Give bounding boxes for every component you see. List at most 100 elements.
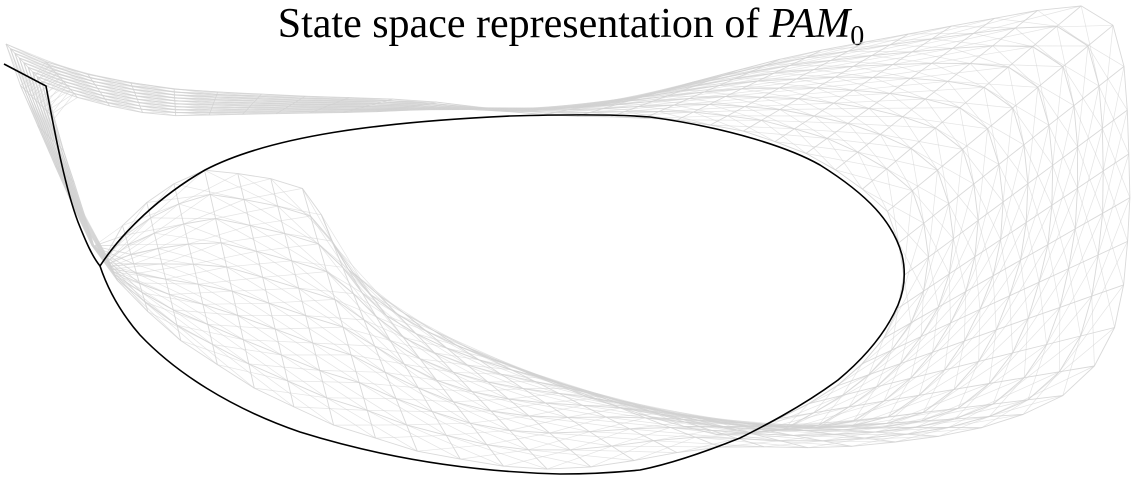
mesh-ring-line [262, 276, 299, 289]
mesh-diagonal-line [928, 257, 939, 308]
mesh-ring-line [268, 302, 306, 317]
mesh-diagonal-line [139, 105, 211, 113]
mesh-diagonal-line [91, 245, 149, 312]
mesh-diagonal-line [63, 172, 94, 246]
mesh-diagonal-line [668, 65, 765, 90]
mesh-cross-line [342, 267, 354, 294]
figure-title-math-base: PAM [769, 1, 851, 47]
mesh-diagonal-line [806, 55, 872, 59]
mesh-diagonal-line [606, 413, 659, 418]
mesh-diagonal-line [642, 91, 705, 98]
mesh-diagonal-line [882, 412, 924, 428]
mesh-ring-line [872, 76, 911, 79]
mesh-diagonal-line [638, 106, 694, 113]
mesh-ring-line [226, 266, 263, 278]
mesh-cross-line [868, 363, 901, 376]
mesh-diagonal-line [842, 363, 863, 396]
mesh-diagonal-line [256, 251, 335, 300]
mesh-diagonal-line [977, 128, 988, 221]
mesh-ring-line [822, 41, 866, 51]
mesh-diagonal-line [752, 430, 804, 435]
mesh-cross-line [99, 91, 103, 96]
mesh-diagonal-line [5, 43, 41, 129]
mesh-diagonal-line [590, 440, 654, 468]
mesh-cross-line [910, 127, 936, 149]
mesh-ring-line [193, 263, 227, 268]
mesh-ring-line [1037, 5, 1082, 11]
mesh-ring-line [1058, 335, 1081, 373]
mesh-diagonal-line [666, 80, 758, 97]
mesh-ring-line [978, 329, 997, 362]
mesh-diagonal-line [178, 203, 251, 226]
mesh-diagonal-line [910, 336, 922, 379]
mesh-cross-line [138, 282, 143, 293]
mesh-diagonal-line [973, 5, 1082, 34]
mesh-ring-line [983, 86, 1013, 109]
mesh-diagonal-line [708, 57, 807, 82]
mesh-diagonal-line [774, 141, 858, 153]
mesh-cross-line [1102, 197, 1131, 214]
mesh-diagonal-line [957, 361, 979, 409]
mesh-ring-line [576, 115, 611, 118]
mesh-diagonal-line [57, 144, 84, 214]
mesh-diagonal-line [298, 287, 375, 347]
mesh-diagonal-line [1037, 87, 1078, 148]
mesh-ring-line [582, 404, 621, 409]
mesh-diagonal-line [567, 407, 621, 418]
mesh-ring-line [847, 122, 881, 135]
state-trajectory-loop [99, 114, 906, 475]
mesh-ring-line [1023, 344, 1047, 378]
mesh-diagonal-line [1062, 335, 1081, 396]
mesh-cross-line [773, 64, 791, 74]
mesh-diagonal-line [906, 418, 956, 435]
mesh-cross-line [742, 119, 762, 132]
mesh-ring-line [207, 323, 244, 341]
mesh-diagonal-line [889, 93, 936, 129]
mesh-cross-line [826, 123, 849, 139]
mesh-diagonal-line [693, 109, 780, 113]
mesh-diagonal-line [579, 95, 667, 109]
mesh-diagonal-line [603, 98, 690, 109]
mesh-diagonal-line [14, 53, 47, 135]
mesh-cross-line [277, 205, 286, 234]
mesh-diagonal-line [851, 433, 907, 447]
mesh-diagonal-line [915, 407, 959, 428]
mesh-diagonal-line [14, 53, 41, 129]
mesh-diagonal-line [38, 103, 69, 177]
mesh-diagonal-line [363, 319, 404, 338]
mesh-ring-line [987, 128, 1000, 165]
mesh-diagonal-line [436, 379, 530, 417]
mesh-cross-line [725, 88, 742, 97]
mesh-ring-line [549, 431, 590, 434]
mesh-diagonal-line [144, 301, 208, 325]
mesh-cross-line [406, 424, 418, 452]
mesh-diagonal-line [818, 406, 849, 429]
mesh-diagonal-line [41, 81, 64, 151]
mesh-diagonal-line [883, 340, 965, 402]
mesh-cross-line [173, 183, 180, 205]
mesh-diagonal-line [333, 245, 398, 315]
mesh-cross-line [528, 415, 550, 434]
mesh-diagonal-line [886, 395, 920, 424]
mesh-diagonal-line [764, 440, 823, 448]
mesh-ring-line [998, 164, 1004, 203]
mesh-diagonal-line [31, 69, 54, 97]
mesh-diagonal-line [744, 106, 795, 130]
mesh-diagonal-line [948, 403, 994, 428]
mesh-diagonal-line [511, 369, 606, 398]
mesh-diagonal-line [367, 410, 433, 412]
mesh-diagonal-line [250, 215, 311, 226]
mesh-cross-line [830, 50, 849, 61]
mesh-diagonal-line [543, 111, 625, 115]
mesh-diagonal-line [472, 391, 568, 418]
mesh-diagonal-line [696, 419, 743, 424]
mesh-diagonal-line [749, 50, 849, 73]
mesh-ring-line [472, 391, 509, 400]
mesh-diagonal-line [319, 370, 386, 373]
mesh-diagonal-line [1051, 205, 1069, 269]
mesh-diagonal-line [918, 329, 997, 396]
mesh-diagonal-line [220, 242, 299, 289]
mesh-ring-line [932, 322, 951, 353]
mesh-ring-line [910, 77, 948, 82]
mesh-cross-line [204, 170, 211, 195]
